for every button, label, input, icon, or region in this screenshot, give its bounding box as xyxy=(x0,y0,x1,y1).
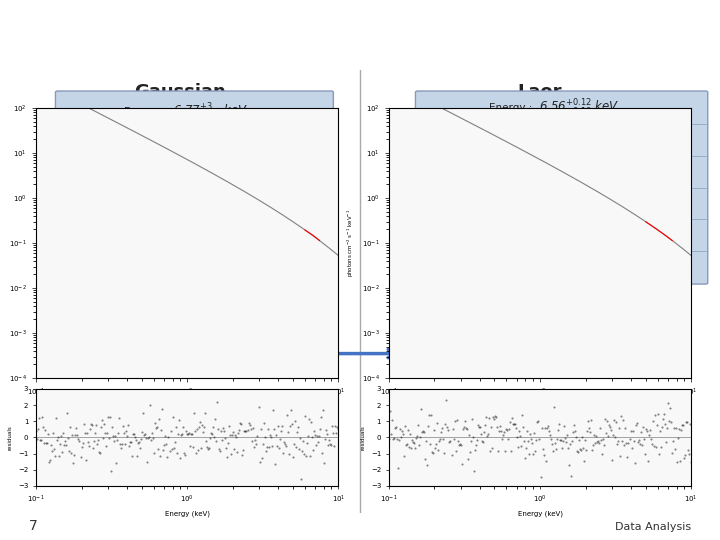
Text: Laor index :: Laor index : xyxy=(471,135,533,145)
Text: 3.57$^{+1.43}_{-2.15}$: 3.57$^{+1.43}_{-2.15}$ xyxy=(539,130,590,150)
Text: 63$^{+7}_{-6}$: 63$^{+7}_{-6}$ xyxy=(539,193,567,213)
Text: 0.97: 0.97 xyxy=(173,221,202,234)
Text: Energy :: Energy : xyxy=(490,103,533,113)
FancyBboxPatch shape xyxy=(415,91,708,284)
Text: Inclination :: Inclination : xyxy=(472,198,533,208)
X-axis label: Energy (keV): Energy (keV) xyxy=(518,510,562,517)
Y-axis label: residuals: residuals xyxy=(360,425,365,450)
Text: EW :: EW : xyxy=(509,230,533,240)
Text: 0.33±0.13: 0.33±0.13 xyxy=(173,144,234,157)
X-axis label: Energy (keV): Energy (keV) xyxy=(165,404,210,410)
Text: 23$^{+11}_{-9}$ eV: 23$^{+11}_{-9}$ eV xyxy=(173,179,230,199)
Text: Gaussian: Gaussian xyxy=(134,84,226,102)
Text: Sigma :: Sigma : xyxy=(127,145,167,156)
Text: Data Analysis: Data Analysis xyxy=(615,522,691,531)
Text: 7: 7 xyxy=(29,519,37,534)
Text: 6.56$^{+0.12}_{-0.10}$ keV: 6.56$^{+0.12}_{-0.10}$ keV xyxy=(539,98,619,118)
Text: 32 ± 9 eV: 32 ± 9 eV xyxy=(539,228,603,241)
Text: Rin:: Rin: xyxy=(513,167,533,177)
Text: 6.77$^{+3}_{-3.5}$ keV: 6.77$^{+3}_{-3.5}$ keV xyxy=(173,102,248,122)
Y-axis label: residuals: residuals xyxy=(7,425,12,450)
Text: 0.96: 0.96 xyxy=(539,260,568,273)
X-axis label: Energy (keV): Energy (keV) xyxy=(518,404,562,410)
Text: Reduced X² :: Reduced X² : xyxy=(101,223,167,233)
Y-axis label: photons cm$^{-2}$ s$^{-1}$ keV$^{-1}$: photons cm$^{-2}$ s$^{-1}$ keV$^{-1}$ xyxy=(346,209,356,277)
Text: Gaussian & Laor comparison on 4U 1543-62: Gaussian & Laor comparison on 4U 1543-62 xyxy=(0,21,720,50)
Y-axis label: photons cm$^{-2}$ s$^{-1}$ keV$^{-1}$: photons cm$^{-2}$ s$^{-1}$ keV$^{-1}$ xyxy=(0,209,4,277)
Text: EW :: EW : xyxy=(143,184,167,194)
Text: Reduced X² :: Reduced X² : xyxy=(467,262,533,272)
FancyBboxPatch shape xyxy=(55,91,333,248)
Text: 63.94$^{+37.17}_{-34.16}$: 63.94$^{+37.17}_{-34.16}$ xyxy=(539,161,604,182)
X-axis label: Energy (keV): Energy (keV) xyxy=(165,510,210,517)
Text: Energy :: Energy : xyxy=(124,107,167,117)
Text: Laor: Laor xyxy=(518,84,562,102)
